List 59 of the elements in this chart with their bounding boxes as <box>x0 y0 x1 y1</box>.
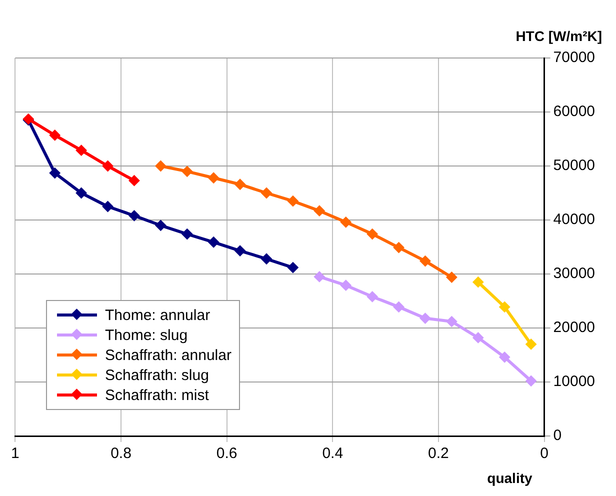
x-tick-label: 0.4 <box>322 445 344 462</box>
point <box>102 201 114 212</box>
point <box>393 301 404 312</box>
legend-label: Thome: slug <box>105 326 188 344</box>
point <box>182 228 193 240</box>
y-tick-label: 70000 <box>553 49 596 66</box>
y-tick-label: 10000 <box>553 373 596 390</box>
y-tick-label: 30000 <box>553 265 596 282</box>
x-tick-label: 0 <box>540 445 548 462</box>
point <box>420 256 431 267</box>
x-tick-label: 0.6 <box>216 445 238 462</box>
y-tick-label: 50000 <box>553 157 596 174</box>
point <box>102 160 114 172</box>
y-tick-label: 60000 <box>553 103 596 120</box>
legend-label: Schaffrath: mist <box>105 386 209 404</box>
point <box>472 276 484 288</box>
point <box>420 312 431 324</box>
point <box>499 352 510 363</box>
point <box>366 291 378 302</box>
y-tick-label: 0 <box>553 427 562 444</box>
point <box>76 144 87 156</box>
point <box>261 188 272 198</box>
point <box>314 271 325 282</box>
point <box>208 172 220 184</box>
point <box>182 166 193 177</box>
legend-label: Schaffrath: slug <box>105 366 209 384</box>
point <box>76 188 87 198</box>
point <box>446 316 458 328</box>
point <box>340 216 352 228</box>
point <box>366 228 378 240</box>
x-axis-title: quality <box>487 470 532 486</box>
point <box>287 262 298 274</box>
point <box>128 210 140 222</box>
y-tick-label: 20000 <box>553 319 596 336</box>
point <box>499 301 510 312</box>
point <box>393 242 404 254</box>
point <box>155 160 166 172</box>
y-tick-label: 40000 <box>553 211 596 228</box>
point <box>472 332 484 344</box>
point <box>526 338 537 350</box>
point <box>128 175 140 186</box>
point <box>287 196 298 207</box>
point <box>314 205 325 216</box>
x-tick-label: 0.8 <box>110 445 132 462</box>
y-axis-title: HTC [W/m²K] <box>516 28 602 44</box>
point <box>261 253 272 264</box>
point <box>234 178 246 190</box>
point <box>526 375 537 386</box>
point <box>49 130 60 141</box>
point <box>446 272 458 283</box>
point <box>234 245 246 256</box>
legend-label: Schaffrath: annular <box>105 346 232 364</box>
x-tick-label: 1 <box>11 445 20 462</box>
point <box>340 280 352 291</box>
point <box>208 236 220 248</box>
x-tick-label: 0.2 <box>428 445 449 462</box>
point <box>155 220 166 231</box>
legend-label: Thome: annular <box>105 306 210 324</box>
point <box>49 168 60 179</box>
